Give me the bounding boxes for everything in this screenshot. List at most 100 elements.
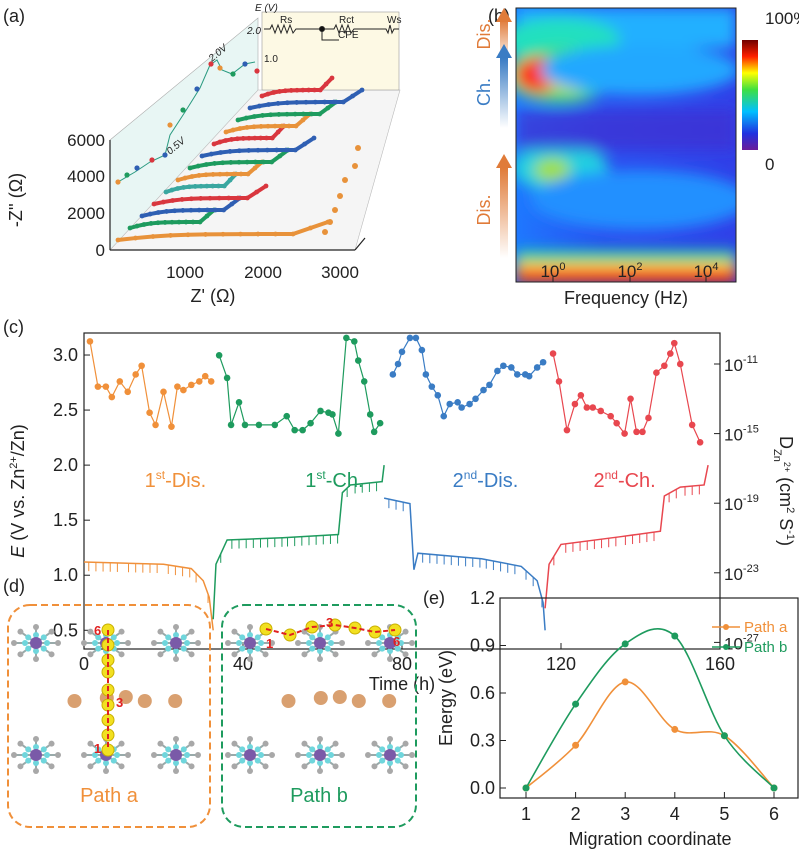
- metal-atom: [314, 749, 326, 761]
- data-point: [275, 129, 281, 135]
- data-point: [170, 198, 176, 203]
- n-atom: [387, 760, 393, 766]
- data-point: [279, 123, 285, 129]
- data-point: [216, 195, 222, 201]
- data-point: [155, 220, 161, 226]
- data-point: [263, 183, 269, 189]
- n-atom: [247, 760, 253, 766]
- data-point: [204, 183, 210, 189]
- c-atom: [173, 768, 179, 774]
- data-point: [308, 225, 313, 231]
- c-atom: [339, 752, 345, 758]
- c-atom: [387, 768, 393, 774]
- data-point: [155, 210, 161, 215]
- c-atom: [151, 752, 157, 758]
- data-point: [255, 147, 261, 153]
- n-atom: [254, 757, 261, 764]
- c-atom: [125, 752, 131, 758]
- x-axis-label: Migration coordinate: [568, 829, 731, 849]
- site-label: 6: [94, 623, 101, 638]
- diffusion-point: [667, 350, 674, 357]
- y-tick: 3.0: [53, 345, 78, 365]
- data-point: [124, 172, 130, 178]
- diffusion-point: [539, 358, 547, 366]
- data-point: [331, 99, 337, 105]
- diffusion-point: [201, 372, 209, 380]
- data-point: [292, 147, 298, 153]
- data-point: [264, 135, 269, 141]
- c-atom: [295, 752, 301, 758]
- data-point: [148, 221, 154, 226]
- diffusion-point: [583, 404, 591, 411]
- n-atom: [258, 752, 264, 758]
- data-point: [261, 159, 266, 165]
- data-point: [208, 151, 214, 157]
- diffusion-point: [653, 369, 660, 377]
- data-point: [149, 157, 155, 163]
- data-point: [194, 86, 200, 92]
- c-atom: [247, 624, 253, 630]
- data-point: [273, 231, 278, 237]
- diffusion-point: [525, 372, 533, 380]
- y-tick: 1.0: [53, 565, 78, 585]
- c-atom: [371, 651, 378, 658]
- circuit-rct: Rct: [339, 15, 354, 26]
- diffusion-point: [428, 383, 436, 390]
- data-point: [188, 207, 194, 213]
- x-tick: 1: [521, 804, 531, 824]
- data-point: [221, 183, 227, 189]
- data-point: [355, 145, 361, 151]
- path-a-label: Path a: [80, 785, 139, 807]
- data-point: [167, 122, 173, 128]
- diffusion-point: [108, 393, 116, 401]
- n-atom: [114, 640, 120, 646]
- data-point: [300, 117, 306, 123]
- n-atom: [394, 746, 401, 753]
- n-atom: [173, 760, 179, 766]
- c-atom: [17, 763, 24, 770]
- diffusion-point: [360, 378, 368, 385]
- metal-atom: [314, 637, 326, 649]
- zn-atom: [313, 691, 328, 705]
- legend-marker: [723, 624, 729, 630]
- diffusion-point: [607, 412, 614, 420]
- n-atom: [328, 752, 334, 758]
- diffusion-point: [661, 362, 668, 370]
- data-point: [190, 219, 196, 225]
- y-tick: 2000: [67, 204, 105, 223]
- data-point: [235, 195, 241, 201]
- y-tick: 0.0: [470, 778, 495, 798]
- inset-axis-label: E (V): [255, 3, 278, 14]
- c-atom: [247, 656, 253, 662]
- data-point: [179, 197, 185, 202]
- c-atom: [295, 640, 301, 646]
- c-atom: [173, 656, 179, 662]
- data-point: [238, 231, 243, 237]
- diffusion-point: [195, 378, 203, 385]
- data-point: [203, 232, 208, 237]
- data-point: [246, 135, 252, 141]
- metal-atom: [244, 637, 256, 649]
- energy-curve: [525, 681, 775, 789]
- n-atom: [239, 757, 246, 764]
- x-tick: 3: [620, 804, 630, 824]
- diffusion-point: [627, 395, 634, 403]
- n-atom: [165, 757, 172, 764]
- panel-d: (d) 6 3 1 1 3 6 Path a Path b: [3, 576, 417, 828]
- y-right-tick: 10-15: [724, 424, 759, 445]
- c-atom: [387, 656, 393, 662]
- diffusion-point: [621, 430, 628, 437]
- diffusion-point: [418, 346, 426, 354]
- data-point: [150, 234, 156, 239]
- axes-e: 1 2 3 4 5 6 0.0 0.3 0.6 0.9 1.2: [470, 588, 779, 824]
- n-atom: [180, 645, 187, 652]
- c-atom: [17, 740, 24, 747]
- data-point: [236, 148, 242, 154]
- y-right-tick: 10-23: [724, 563, 759, 584]
- c-atom: [332, 740, 339, 747]
- n-atom: [324, 645, 331, 652]
- data-point: [293, 123, 299, 129]
- data-point: [290, 231, 296, 237]
- plot-frame: [499, 597, 799, 799]
- data-point: [183, 219, 189, 225]
